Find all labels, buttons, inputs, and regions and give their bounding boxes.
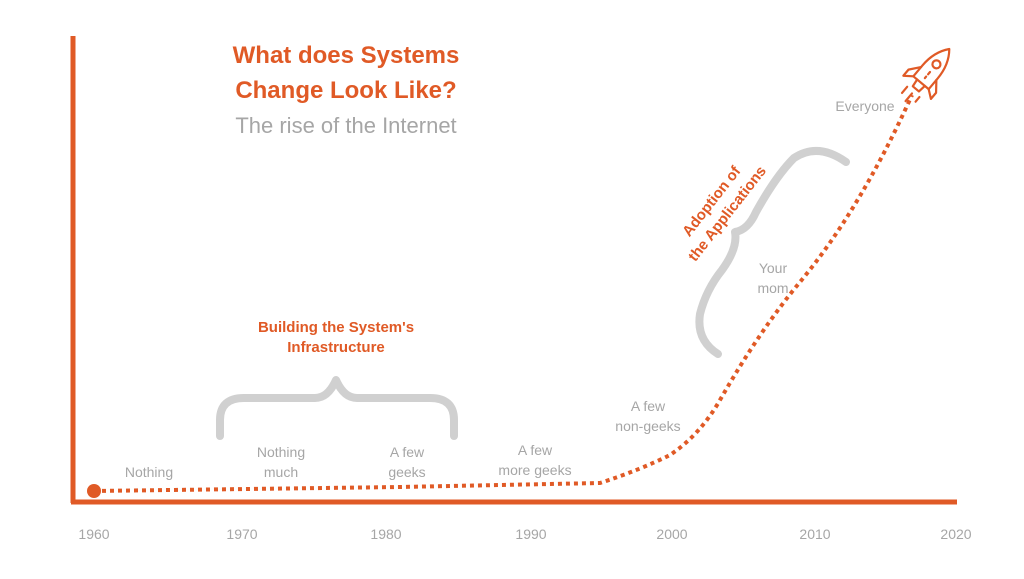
annotation-your-mom: Your mom — [743, 258, 803, 298]
annotation-line: Everyone — [835, 98, 895, 114]
rocket-icon — [900, 47, 951, 103]
applications-bracket — [695, 147, 850, 358]
start-marker — [87, 484, 101, 498]
annotation-line: much — [263, 464, 299, 480]
annotation-nothing: Nothing — [109, 462, 189, 482]
title-line-2: Change Look Like? — [235, 77, 457, 104]
annotation-line: A few — [517, 442, 553, 458]
annotation-a-few-non-geeks: A few non-geeks — [603, 396, 693, 436]
infrastructure-bracket — [216, 376, 458, 440]
x-tick-label: 2010 — [799, 526, 831, 542]
x-tick-label: 1980 — [370, 526, 402, 542]
x-tick-label: 1990 — [515, 526, 547, 542]
phase-infrastructure-line-2: Infrastructure — [287, 339, 385, 356]
title-line-1: What does Systems — [232, 42, 460, 69]
subtitle: The rise of the Internet — [235, 113, 457, 138]
annotation-line: A few — [389, 444, 425, 460]
annotation-a-few-geeks: A few geeks — [367, 442, 447, 482]
annotation-nothing-much: Nothing much — [241, 442, 321, 482]
phase-infrastructure-line-1: Building the System's — [257, 319, 415, 336]
annotation-line: mom — [757, 280, 789, 296]
annotation-everyone: Everyone — [820, 96, 910, 116]
annotation-line: more geeks — [498, 462, 572, 478]
annotation-line: Nothing — [124, 464, 174, 480]
x-tick-label: 2020 — [940, 526, 972, 542]
x-tick-label: 1970 — [226, 526, 258, 542]
phase-infrastructure-label: Building the System's Infrastructure — [236, 318, 436, 358]
x-tick-label: 1960 — [78, 526, 110, 542]
annotation-line: non-geeks — [615, 418, 681, 434]
annotation-line: Your — [758, 260, 788, 276]
annotation-line: A few — [630, 398, 666, 414]
x-tick-label: 2000 — [656, 526, 688, 542]
annotation-a-few-more-geeks: A few more geeks — [490, 440, 580, 480]
annotation-line: geeks — [388, 464, 426, 480]
growth-curve-series — [93, 94, 914, 493]
annotation-line: Nothing — [256, 444, 306, 460]
